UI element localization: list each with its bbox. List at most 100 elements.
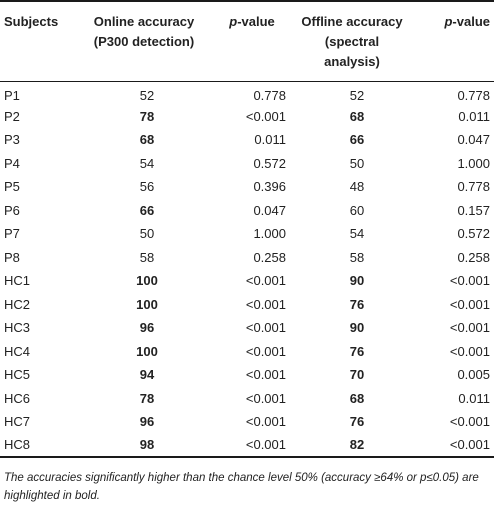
cell-subject: P7 [4,226,20,242]
cell-offline-accuracy: 68 [349,108,365,124]
cell-online-accuracy: 100 [136,296,158,312]
header-offline-line3: analysis) [324,54,380,69]
cell-p-value-online: <0.001 [245,390,286,406]
cell-subject: HC4 [4,343,31,359]
cell-p-value-online: <0.001 [245,437,286,453]
cell-p-value-online: 1.000 [253,226,286,242]
cell-online-accuracy: 98 [139,437,155,453]
table-row: HC5 94 <0.001 70 0.005 [0,363,494,387]
cell-p-value-online: <0.001 [245,320,286,336]
table-row: P7 50 1.000 54 0.572 [0,222,494,246]
cell-online-accuracy: 66 [139,202,155,218]
cell-offline-accuracy: 76 [349,414,365,430]
cell-online-accuracy: 58 [139,249,155,265]
cell-p-value-online: <0.001 [245,296,286,312]
cell-online-accuracy: 56 [139,179,155,195]
cell-offline-accuracy: 82 [349,437,365,453]
cell-p-value-offline: 0.157 [457,202,490,218]
cell-p-value-offline: 0.047 [457,132,490,148]
cell-subject: HC7 [4,414,31,430]
cell-online-accuracy: 68 [139,132,155,148]
cell-offline-accuracy: 60 [349,202,365,218]
table-row: HC7 96 <0.001 76 <0.001 [0,410,494,434]
cell-subject: P1 [4,88,20,103]
cell-p-value-offline: <0.001 [449,296,490,312]
cell-online-accuracy: 78 [139,390,155,406]
table-row: P2 78 <0.001 68 0.011 [0,105,494,129]
cell-subject: P3 [4,132,20,148]
cell-offline-accuracy: 76 [349,343,365,359]
cell-online-accuracy: 52 [139,88,155,103]
header-row: Subjects Online accuracy (P300 detection… [0,1,494,81]
cell-p-value-offline: <0.001 [449,320,490,336]
cell-p-value-offline: 1.000 [457,155,490,171]
cell-offline-accuracy: 76 [349,296,365,312]
table-row: P8 58 0.258 58 0.258 [0,246,494,270]
cell-online-accuracy: 100 [136,343,158,359]
header-offline-line1: Offline accuracy [301,14,403,29]
header-subjects: Subjects [0,1,78,81]
cell-p-value-offline: 0.005 [457,367,490,383]
cell-offline-accuracy: 90 [349,320,365,336]
header-p-value-offline: p-value [410,1,494,81]
cell-online-accuracy: 96 [139,414,155,430]
cell-p-value-online: 0.572 [253,155,286,171]
cell-offline-accuracy: 58 [349,249,365,265]
cell-p-value-offline: 0.778 [457,179,490,195]
table-body: P1 52 0.778 52 0.778 P2 78 <0.001 68 0.011 P3 68 0.0… [0,81,494,457]
cell-p-value-offline: 0.778 [457,88,490,103]
table-row: HC4 100 <0.001 76 <0.001 [0,340,494,364]
cell-subject: P2 [4,108,20,124]
table-row: HC6 78 <0.001 68 0.011 [0,387,494,411]
cell-online-accuracy: 94 [139,367,155,383]
cell-subject: HC5 [4,367,31,383]
header-online-line2: (P300 detection) [93,34,195,49]
cell-p-value-online: 0.778 [253,88,286,103]
table-row: P6 66 0.047 60 0.157 [0,199,494,223]
cell-subject: HC6 [4,390,31,406]
cell-p-value-offline: 0.011 [458,390,490,406]
cell-p-value-offline: 0.258 [457,249,490,265]
table-row: HC2 100 <0.001 76 <0.001 [0,293,494,317]
accuracy-table: Subjects Online accuracy (P300 detection… [0,1,494,457]
cell-p-value-online: <0.001 [245,273,286,289]
cell-subject: HC8 [4,437,31,453]
cell-subject: P4 [4,155,20,171]
table-row: HC8 98 <0.001 82 <0.001 [0,434,494,457]
cell-p-value-offline: <0.001 [449,343,490,359]
table-row: P3 68 0.011 66 0.047 [0,128,494,152]
header-online-accuracy: Online accuracy (P300 detection) [78,1,210,81]
cell-p-value-online: <0.001 [245,108,286,124]
cell-offline-accuracy: 52 [349,88,365,103]
header-p1-suffix: -value [237,14,275,29]
cell-p-value-online: <0.001 [245,414,286,430]
cell-offline-accuracy: 54 [349,226,365,242]
cell-online-accuracy: 54 [139,155,155,171]
cell-p-value-offline: <0.001 [449,437,490,453]
table-footnote: The accuracies significantly higher than… [4,472,479,502]
cell-p-value-offline: 0.572 [457,226,490,242]
header-subjects-text: Subjects [4,14,59,29]
cell-online-accuracy: 78 [139,108,155,124]
cell-subject: HC1 [4,273,31,289]
table-row: P4 54 0.572 50 1.000 [0,152,494,176]
cell-online-accuracy: 100 [136,273,158,289]
cell-offline-accuracy: 48 [349,179,365,195]
cell-subject: P5 [4,179,20,195]
cell-p-value-offline: <0.001 [449,273,490,289]
cell-online-accuracy: 50 [139,226,155,242]
header-p2-suffix: -value [452,14,490,29]
cell-subject: P8 [4,249,20,265]
header-online-line1: Online accuracy [93,14,195,29]
cell-p-value-offline: 0.011 [458,108,490,124]
cell-p-value-offline: <0.001 [449,414,490,430]
table-row: HC1 100 <0.001 90 <0.001 [0,269,494,293]
cell-online-accuracy: 96 [139,320,155,336]
header-p-value-online: p-value [210,1,294,81]
cell-subject: HC2 [4,296,31,312]
cell-subject: HC3 [4,320,31,336]
table-row: P5 56 0.396 48 0.778 [0,175,494,199]
header-offline-accuracy: Offline accuracy (spectral analysis) [294,1,410,81]
cell-offline-accuracy: 68 [349,390,365,406]
